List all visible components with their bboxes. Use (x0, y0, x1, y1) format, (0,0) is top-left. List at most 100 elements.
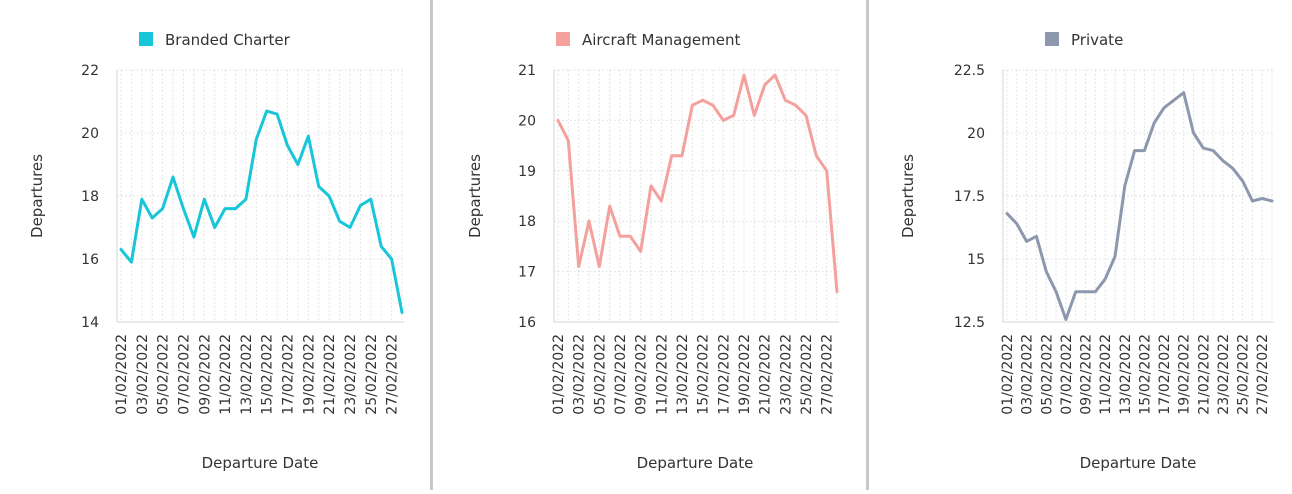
data-point[interactable] (160, 206, 166, 212)
data-point[interactable] (1230, 165, 1236, 171)
data-point[interactable] (264, 108, 270, 114)
data-point[interactable] (586, 218, 592, 224)
data-point[interactable] (824, 168, 830, 174)
data-point[interactable] (1141, 148, 1147, 154)
data-point[interactable] (347, 225, 353, 231)
data-point[interactable] (295, 162, 301, 168)
data-point[interactable] (679, 153, 685, 159)
data-point[interactable] (1024, 238, 1030, 244)
data-point[interactable] (316, 184, 322, 190)
data-point[interactable] (128, 259, 134, 265)
data-point[interactable] (751, 112, 757, 118)
data-point[interactable] (1004, 211, 1010, 217)
data-point[interactable] (813, 153, 819, 159)
legend[interactable]: Branded Charter (139, 31, 291, 49)
data-point[interactable] (1220, 158, 1226, 164)
data-point[interactable] (689, 102, 695, 108)
data-point[interactable] (596, 264, 602, 270)
series-line[interactable] (1005, 91, 1274, 321)
data-point[interactable] (793, 102, 799, 108)
data-point[interactable] (803, 112, 809, 118)
data-point[interactable] (1132, 148, 1138, 154)
data-point[interactable] (617, 233, 623, 239)
series-line[interactable] (556, 73, 839, 294)
data-point[interactable] (638, 248, 644, 254)
data-point[interactable] (782, 97, 788, 103)
data-point[interactable] (180, 206, 186, 212)
data-point[interactable] (1014, 221, 1020, 227)
data-point[interactable] (627, 233, 633, 239)
data-point[interactable] (191, 234, 197, 240)
data-point[interactable] (1122, 183, 1128, 189)
x-tick-label: 07/02/2022 (1059, 334, 1075, 415)
data-point[interactable] (555, 117, 561, 123)
legend[interactable]: Aircraft Management (556, 31, 740, 49)
data-point[interactable] (1269, 198, 1275, 204)
x-tick-label: 21/02/2022 (758, 334, 774, 415)
data-point[interactable] (700, 97, 706, 103)
panel-divider[interactable] (430, 0, 433, 490)
data-point[interactable] (1083, 289, 1089, 295)
data-point[interactable] (1190, 130, 1196, 136)
data-point[interactable] (1073, 289, 1079, 295)
data-point[interactable] (139, 196, 145, 202)
data-point[interactable] (1181, 90, 1187, 96)
data-point[interactable] (1092, 289, 1098, 295)
legend-label[interactable]: Private (1071, 31, 1123, 49)
legend-label[interactable]: Branded Charter (165, 31, 291, 49)
data-point[interactable] (565, 138, 571, 144)
data-point[interactable] (285, 143, 291, 149)
data-point[interactable] (1161, 105, 1167, 111)
legend-swatch[interactable] (139, 32, 153, 46)
data-point[interactable] (118, 247, 124, 253)
data-point[interactable] (834, 289, 840, 295)
data-point[interactable] (1043, 269, 1049, 275)
data-point[interactable] (337, 218, 343, 224)
data-point[interactable] (399, 310, 405, 316)
data-point[interactable] (648, 183, 654, 189)
data-point[interactable] (576, 264, 582, 270)
legend-label[interactable]: Aircraft Management (582, 31, 740, 49)
data-point[interactable] (607, 203, 613, 209)
legend-swatch[interactable] (1045, 32, 1059, 46)
data-point[interactable] (389, 256, 395, 262)
data-point[interactable] (772, 72, 778, 78)
data-point[interactable] (1033, 233, 1039, 239)
data-point[interactable] (1112, 253, 1118, 259)
data-point[interactable] (305, 133, 311, 139)
data-point[interactable] (741, 72, 747, 78)
data-point[interactable] (1063, 316, 1069, 322)
data-point[interactable] (212, 225, 218, 231)
data-point[interactable] (731, 112, 737, 118)
data-point[interactable] (710, 102, 716, 108)
data-point[interactable] (326, 193, 332, 199)
data-point[interactable] (378, 243, 384, 249)
data-point[interactable] (1210, 148, 1216, 154)
data-point[interactable] (1249, 198, 1255, 204)
data-point[interactable] (658, 198, 664, 204)
legend[interactable]: Private (1045, 31, 1123, 49)
data-point[interactable] (1151, 120, 1157, 126)
data-point[interactable] (232, 206, 238, 212)
data-point[interactable] (1171, 97, 1177, 103)
data-point[interactable] (243, 196, 249, 202)
series-line[interactable] (119, 109, 404, 314)
data-point[interactable] (357, 202, 363, 208)
data-point[interactable] (222, 206, 228, 212)
data-point[interactable] (1200, 145, 1206, 151)
data-point[interactable] (1240, 178, 1246, 184)
data-point[interactable] (720, 117, 726, 123)
data-point[interactable] (274, 111, 280, 117)
data-point[interactable] (1259, 196, 1265, 202)
data-point[interactable] (170, 174, 176, 180)
data-point[interactable] (253, 136, 259, 142)
legend-swatch[interactable] (556, 32, 570, 46)
data-point[interactable] (669, 153, 675, 159)
panel-divider[interactable] (866, 0, 869, 490)
data-point[interactable] (201, 196, 207, 202)
data-point[interactable] (368, 196, 374, 202)
data-point[interactable] (149, 215, 155, 221)
data-point[interactable] (1053, 289, 1059, 295)
data-point[interactable] (1102, 276, 1108, 282)
data-point[interactable] (762, 82, 768, 88)
